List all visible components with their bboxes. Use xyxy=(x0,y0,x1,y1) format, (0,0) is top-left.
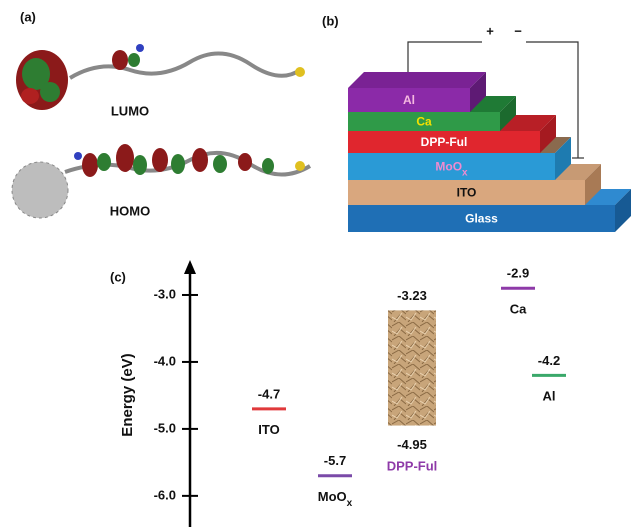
panel-label: (c) xyxy=(110,269,126,284)
level-value: -4.2 xyxy=(538,353,560,368)
y-axis-label: Energy (eV) xyxy=(119,353,136,436)
level-name: MoOx xyxy=(318,489,353,509)
minus-sign: − xyxy=(514,23,522,38)
level-name-main: MoO xyxy=(318,489,347,504)
lumo-label: LUMO xyxy=(111,103,149,118)
layer-label-main: Al xyxy=(403,93,415,107)
energy-band xyxy=(388,310,436,425)
homo-label: HOMO xyxy=(110,203,150,218)
layer-label-main: ITO xyxy=(457,186,477,200)
layer-label: Al xyxy=(403,93,415,107)
level-name-main: Ca xyxy=(510,302,527,317)
level-name: ITO xyxy=(258,422,279,437)
level-name: Ca xyxy=(510,302,527,317)
plus-sign: + xyxy=(486,23,494,38)
layer-label: Glass xyxy=(465,212,498,226)
level-value: -2.9 xyxy=(507,266,529,281)
y-tick-label: -5.0 xyxy=(154,420,176,435)
level-value: -4.7 xyxy=(258,386,280,401)
level-name: Al xyxy=(543,389,556,404)
energy-chart: -3.0 -4.0 -5.0 -6.0 -4.7 ITO -5.7 MoOx -3.23 -4.9… xyxy=(154,266,566,509)
level-name-main: Al xyxy=(543,389,556,404)
level-value: -3.23 xyxy=(397,288,427,303)
level-value: -5.7 xyxy=(324,453,346,468)
level-value: -4.95 xyxy=(397,437,427,452)
figure: (a) LUMO HOMO (b) GlassITOMoOxDPP-FulCaA… xyxy=(0,0,635,527)
layer-label: Ca xyxy=(416,115,432,129)
y-tick-label: -6.0 xyxy=(154,487,176,502)
axis-arrow xyxy=(184,260,196,274)
y-tick-label: -3.0 xyxy=(154,286,176,301)
layer-top xyxy=(348,72,486,88)
level-name-main: ITO xyxy=(258,422,279,437)
panel-label: (a) xyxy=(20,9,36,24)
y-tick-label: -4.0 xyxy=(154,353,176,368)
homo-molecule xyxy=(12,144,310,218)
level-name-sub: x xyxy=(347,498,353,509)
layer-label-sub: x xyxy=(462,168,468,179)
level-name: DPP-Ful xyxy=(387,459,438,474)
layer-label: ITO xyxy=(457,186,477,200)
level-name-main: DPP-Ful xyxy=(387,459,438,474)
layer-label-main: DPP-Ful xyxy=(421,135,468,149)
layer-label-main: Ca xyxy=(416,115,432,129)
lumo-molecule xyxy=(16,44,305,110)
panel-label: (b) xyxy=(322,13,339,28)
layer-label-main: MoO xyxy=(435,160,462,174)
layer-label: DPP-Ful xyxy=(421,135,468,149)
layer-label-main: Glass xyxy=(465,212,498,226)
